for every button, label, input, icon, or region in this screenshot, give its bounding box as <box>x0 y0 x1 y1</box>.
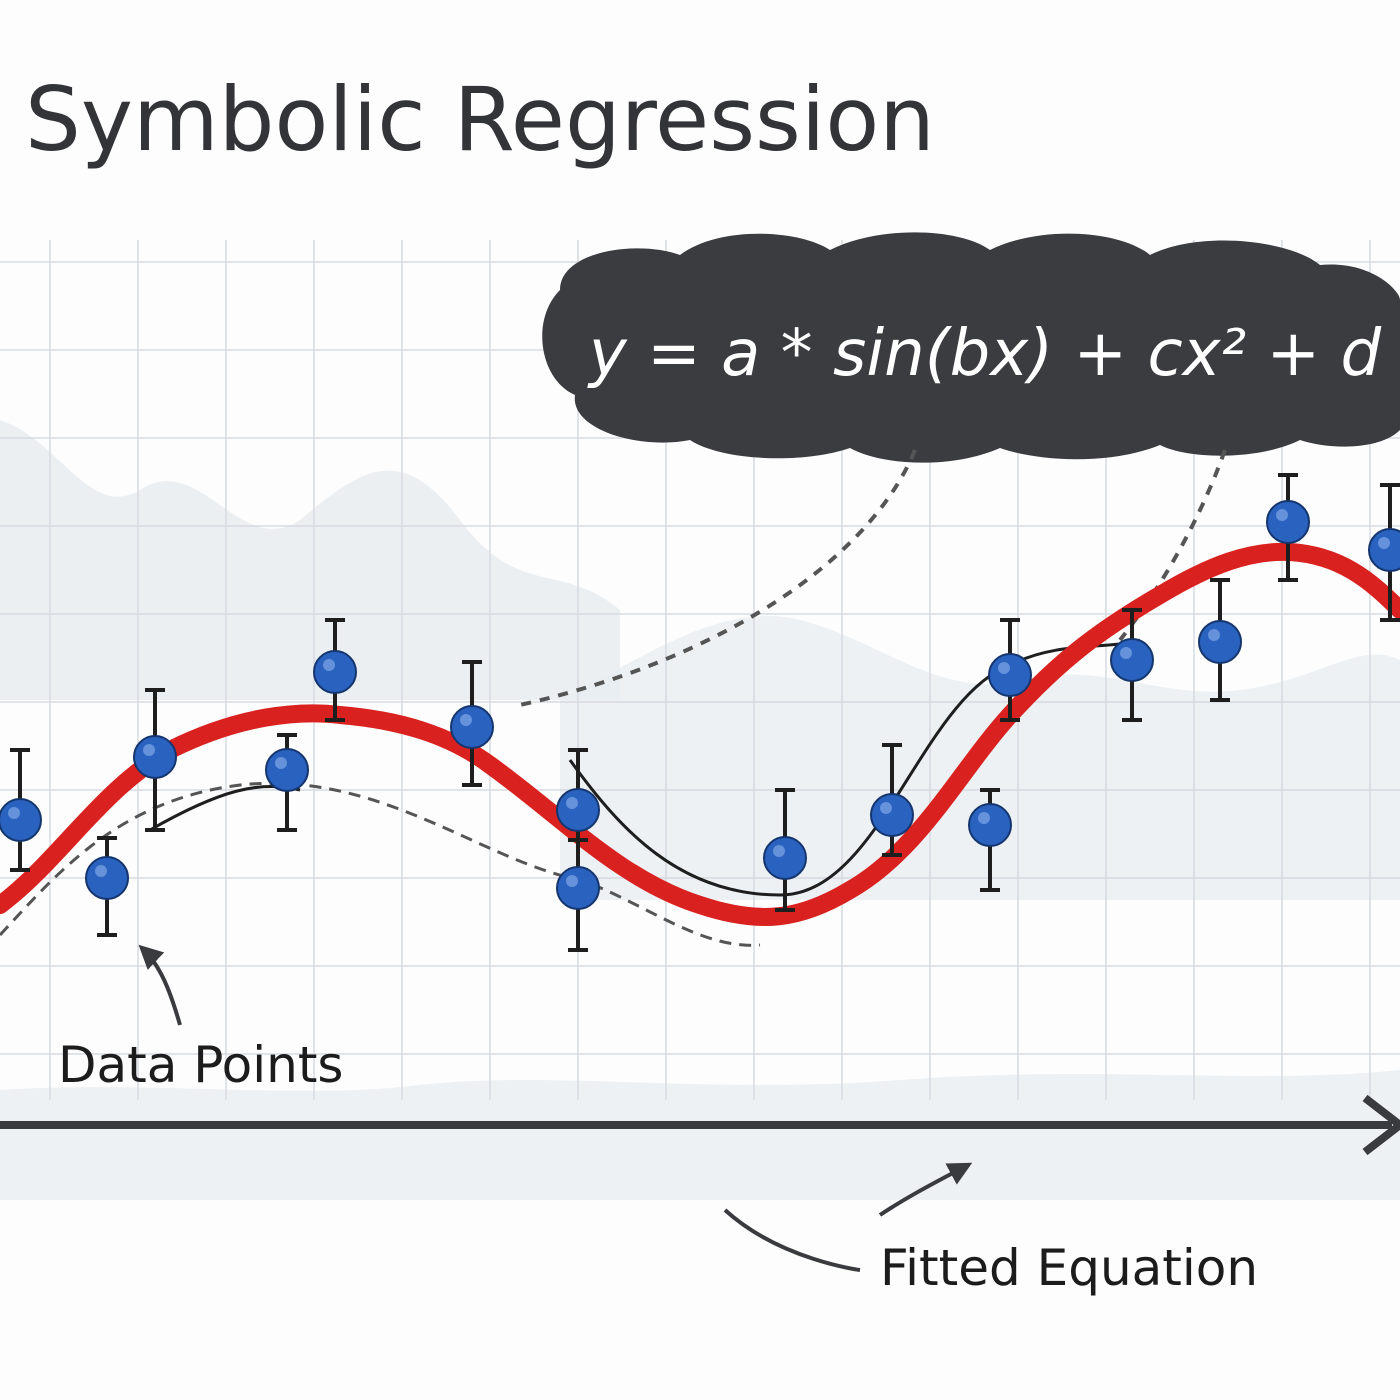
title: Symbolic Regression <box>25 68 935 171</box>
data-point <box>1110 638 1154 682</box>
data-point-highlight <box>1208 629 1220 641</box>
equation: y = a * sin(bx) + cx² + d <box>587 317 1382 391</box>
data-point <box>988 653 1032 697</box>
data-point <box>556 788 600 832</box>
mountains <box>0 1070 1400 1200</box>
data-point-highlight <box>566 875 578 887</box>
data-point <box>1368 528 1400 572</box>
label-arrow <box>878 1162 973 1217</box>
data-points-label: Data Points <box>58 1036 343 1094</box>
equation-cloud <box>542 232 1400 463</box>
dashed-fit <box>0 781 761 947</box>
data-point <box>265 748 309 792</box>
data-point <box>1266 500 1310 544</box>
data-point <box>763 836 807 880</box>
fitted-curve <box>0 542 1400 926</box>
label-arrow <box>138 944 182 1026</box>
data-point-highlight <box>773 845 785 857</box>
data-point-highlight <box>8 807 20 819</box>
x-axis-arrow <box>1362 1094 1400 1156</box>
data-point-highlight <box>1276 509 1288 521</box>
data-point <box>313 650 357 694</box>
data-point-highlight <box>460 714 472 726</box>
data-point-highlight <box>1378 537 1390 549</box>
data-point <box>968 803 1012 847</box>
data-point-highlight <box>1120 647 1132 659</box>
mountains <box>0 420 620 700</box>
data-point <box>85 856 129 900</box>
data-point <box>556 866 600 910</box>
data-point <box>450 705 494 749</box>
data-point <box>0 798 42 842</box>
fitted-equation-label: Fitted Equation <box>880 1239 1258 1297</box>
data-point-highlight <box>275 757 287 769</box>
data-point <box>870 793 914 837</box>
data-point-highlight <box>143 744 155 756</box>
data-point <box>1198 620 1242 664</box>
data-point-highlight <box>978 812 990 824</box>
data-point <box>133 735 177 779</box>
data-point-highlight <box>323 659 335 671</box>
data-point-highlight <box>998 662 1010 674</box>
data-point-highlight <box>566 797 578 809</box>
data-point-highlight <box>95 865 107 877</box>
data-point-highlight <box>880 802 892 814</box>
data-points <box>0 473 1400 952</box>
label-arrow <box>723 1208 861 1272</box>
connector <box>519 449 917 707</box>
